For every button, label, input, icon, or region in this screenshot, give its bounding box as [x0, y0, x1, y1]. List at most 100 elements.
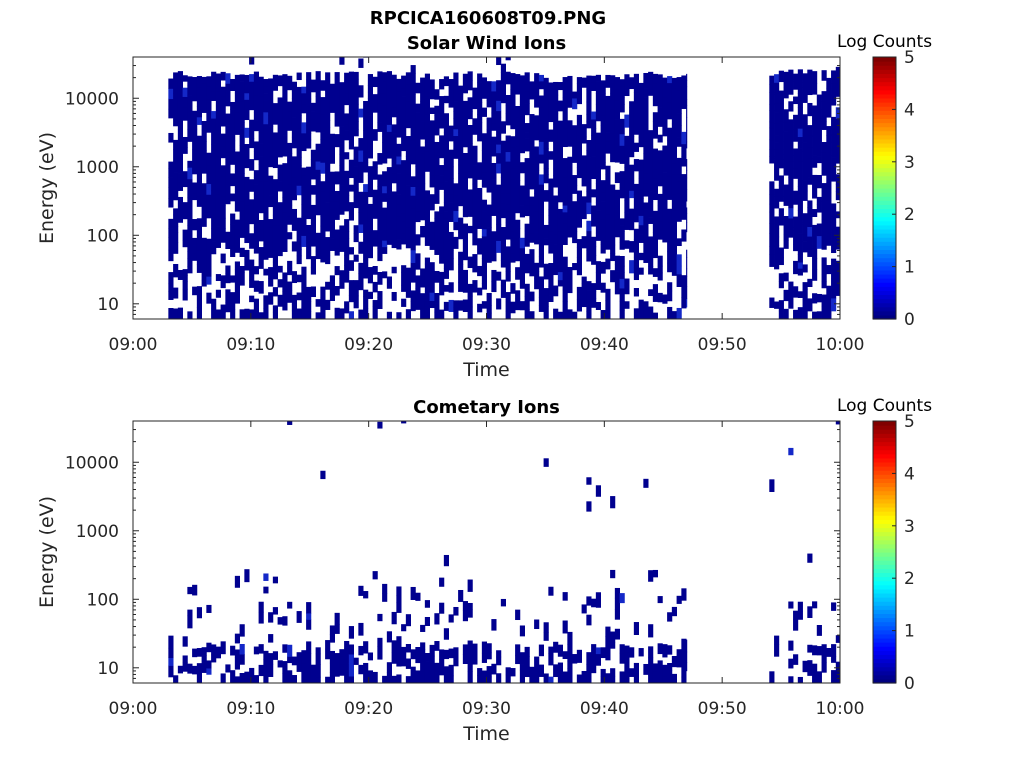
- data-cell: [258, 601, 264, 613]
- data-cell: [196, 663, 202, 672]
- data-cell: [353, 71, 359, 80]
- data-cell: [244, 236, 250, 244]
- data-cell: [648, 84, 654, 96]
- data-cell: [671, 233, 677, 246]
- data-cell: [206, 121, 212, 133]
- data-cell: [807, 135, 813, 148]
- data-cell: [367, 85, 373, 93]
- data-cell: [524, 240, 530, 247]
- data-cell: [600, 219, 606, 231]
- data-cell: [826, 216, 832, 223]
- data-cell: [211, 190, 217, 199]
- data-cell: [534, 262, 540, 272]
- data-cell: [192, 193, 198, 201]
- data-cell: [467, 207, 473, 217]
- data-cell: [329, 89, 335, 101]
- data-cell: [562, 108, 568, 122]
- data-cell: [405, 174, 411, 186]
- data-cell: [244, 92, 250, 100]
- data-cell: [619, 231, 625, 243]
- data-cell: [230, 213, 236, 225]
- data-cell: [586, 101, 592, 115]
- data-cell: [168, 88, 174, 100]
- data-cell: [667, 290, 673, 302]
- data-cell: [774, 112, 780, 124]
- data-cell: [420, 649, 426, 662]
- data-cell: [553, 134, 559, 144]
- data-cell: [272, 607, 278, 615]
- data-cell: [524, 283, 530, 297]
- data-cell: [310, 159, 316, 168]
- data-cell: [358, 212, 364, 225]
- data-cell: [405, 168, 411, 175]
- data-cell: [831, 229, 837, 242]
- data-cell: [263, 573, 269, 581]
- data-cell: [500, 72, 506, 83]
- data-cell: [453, 101, 459, 112]
- data-cell: [835, 138, 841, 149]
- data-cell: [363, 246, 369, 261]
- data-cell: [462, 299, 468, 312]
- data-cell: [287, 232, 293, 240]
- data-cell: [486, 643, 492, 654]
- data-cell: [638, 224, 644, 235]
- data-cell: [420, 77, 426, 91]
- data-cell: [543, 156, 549, 169]
- data-cell: [610, 153, 616, 163]
- data-cell: [287, 644, 293, 657]
- data-cell: [624, 301, 630, 309]
- data-cell: [401, 96, 407, 106]
- data-cell: [258, 156, 264, 165]
- data-cell: [263, 162, 269, 172]
- data-cell: [239, 247, 245, 257]
- data-cell: [486, 153, 492, 165]
- data-cell: [234, 276, 240, 285]
- data-cell: [239, 81, 245, 94]
- data-cell: [377, 211, 383, 220]
- data-cell: [291, 129, 297, 138]
- data-cell: [377, 297, 383, 309]
- data-cell: [524, 91, 530, 104]
- data-cell: [462, 644, 468, 655]
- data-cell: [310, 185, 316, 195]
- data-cell: [652, 670, 658, 684]
- data-cell: [524, 296, 530, 310]
- data-cell: [377, 102, 383, 111]
- data-cell: [769, 103, 775, 111]
- data-cell: [788, 177, 794, 189]
- data-cell: [173, 119, 179, 127]
- data-cell: [472, 280, 478, 293]
- data-cell: [769, 84, 775, 93]
- data-cell: [643, 81, 649, 89]
- data-cell: [614, 109, 620, 120]
- data-cell: [182, 75, 188, 82]
- data-cell: [187, 76, 193, 87]
- data-cell: [788, 101, 794, 112]
- data-cell: [234, 283, 240, 293]
- data-cell: [401, 138, 407, 152]
- data-cell: [562, 205, 568, 213]
- data-cell: [486, 676, 492, 684]
- data-cell: [367, 291, 373, 299]
- y-tick-label: 100: [87, 226, 119, 246]
- data-cell: [591, 75, 597, 83]
- data-cell: [774, 74, 780, 83]
- data-cell: [831, 134, 837, 143]
- data-cell: [769, 149, 775, 157]
- data-cell: [448, 193, 454, 203]
- data-cell: [173, 81, 179, 94]
- data-cell: [182, 136, 188, 148]
- data-cell: [215, 73, 221, 82]
- data-cell: [177, 665, 183, 674]
- data-cell: [835, 77, 841, 88]
- data-cell: [448, 249, 454, 259]
- data-cell: [812, 174, 818, 189]
- data-cell: [439, 145, 445, 159]
- data-cell: [277, 617, 283, 625]
- data-cell: [439, 104, 445, 118]
- data-cell: [595, 485, 601, 497]
- data-cell: [486, 117, 492, 130]
- data-cell: [553, 308, 559, 320]
- data-cell: [605, 115, 611, 124]
